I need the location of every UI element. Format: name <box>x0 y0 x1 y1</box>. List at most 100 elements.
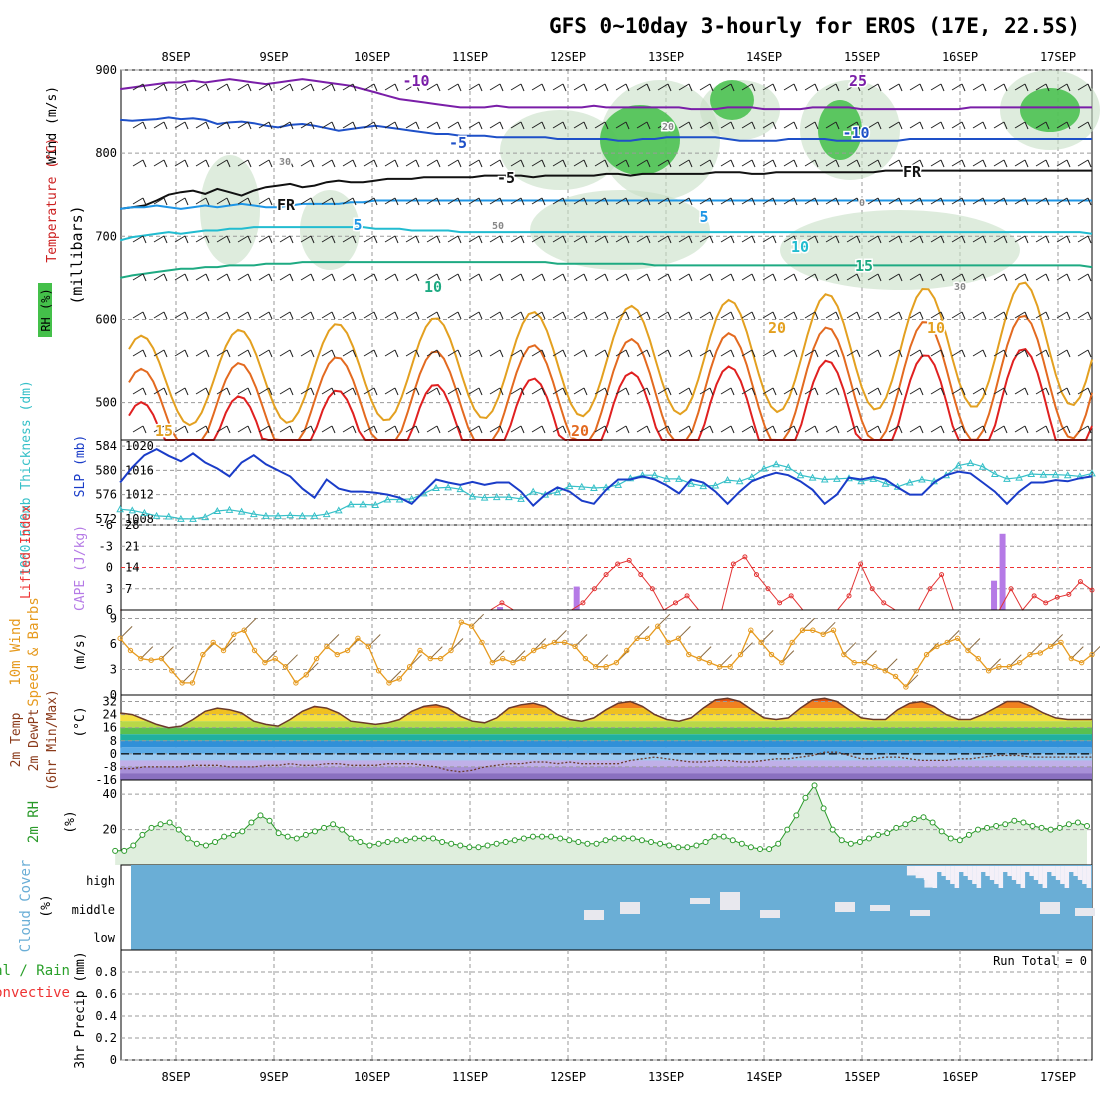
wind-barb-flag <box>1045 121 1050 130</box>
rh-shade <box>530 190 710 270</box>
wind-barb-flag <box>562 349 567 358</box>
wind-barb-flag <box>919 425 924 434</box>
wind-barb <box>720 311 732 319</box>
wind-barb <box>447 387 459 395</box>
wind-barb-flag <box>226 121 231 130</box>
wind-barb <box>363 121 375 129</box>
wind-barb <box>279 235 291 243</box>
wind-barb-flag <box>625 235 630 244</box>
wind-barb <box>1077 159 1089 167</box>
rh-point <box>284 833 291 840</box>
isotherm-label: 10 <box>791 238 809 256</box>
wind-barb <box>804 235 816 243</box>
wind-barb <box>699 235 711 243</box>
wind-barb <box>951 235 963 243</box>
wind-barb-flag <box>478 349 483 358</box>
thickness-point <box>1015 473 1023 481</box>
rh-point <box>484 842 491 849</box>
wind-speed-point <box>996 664 1002 670</box>
wind-barb-flag <box>436 387 441 396</box>
wind-barb-flag <box>184 159 189 168</box>
wind-barb <box>426 387 438 395</box>
date-label: 12SEP <box>550 50 586 64</box>
wind-speed-point <box>406 664 413 670</box>
cloud-high-cell <box>928 866 933 884</box>
wind-barb-flag <box>982 273 987 282</box>
cloud-mid-cell <box>870 905 890 911</box>
wind-barb <box>195 235 207 243</box>
wind-barb <box>342 121 354 129</box>
wind-barb <box>195 121 207 129</box>
cloud-high-cell <box>976 866 982 888</box>
rh-point <box>257 812 264 819</box>
rh-point <box>911 815 918 822</box>
wind-barb <box>1056 197 1068 205</box>
wind-barb-flag <box>646 197 651 206</box>
wind-barb <box>531 311 543 319</box>
wind-speed-point <box>686 651 692 658</box>
rh-point <box>357 838 364 845</box>
wind-barb-flag <box>331 235 336 244</box>
wind-barb <box>1029 642 1043 655</box>
li-point <box>846 593 852 599</box>
wind-barb <box>720 83 732 91</box>
rh-point <box>393 837 400 844</box>
wind-barb-flag <box>226 159 231 168</box>
wind-barb <box>489 197 501 205</box>
wind-barb <box>699 121 711 129</box>
wind-barb <box>867 159 879 167</box>
wind-barb-flag <box>226 387 231 396</box>
rh-point <box>293 835 300 842</box>
rh-point <box>212 838 219 845</box>
wind-barb-flag <box>247 197 252 206</box>
rh-point <box>193 840 200 847</box>
wind-barb-flag <box>709 235 714 244</box>
wind-barb <box>993 387 1005 395</box>
wind-barb <box>1077 387 1089 395</box>
wind-barb-flag <box>163 235 168 244</box>
rh-point <box>784 826 791 833</box>
wind-barb-flag <box>1003 311 1008 320</box>
wind-barb <box>951 349 963 357</box>
rh-point <box>529 833 536 840</box>
precip-tick-label: 0.2 <box>95 1031 117 1045</box>
wind-barb <box>846 273 858 281</box>
cloud-mid-cell <box>584 910 604 920</box>
wind-barb-flag <box>310 387 315 396</box>
wind-barb <box>594 83 606 91</box>
wind-barb <box>972 349 984 357</box>
thickness-point <box>820 475 829 483</box>
wind-barb <box>657 613 671 627</box>
wind-barb <box>174 349 186 357</box>
wind-barb-flag <box>247 425 252 434</box>
wind-barb-flag <box>898 273 903 282</box>
wind-barb-flag <box>289 425 294 434</box>
wind-speed-point <box>1047 643 1054 650</box>
wind-barb-flag <box>646 349 651 358</box>
wind-barb-flag <box>499 425 504 434</box>
wind-barb-flag <box>1066 83 1071 92</box>
wind-barb <box>237 83 249 91</box>
cloud-high-cell <box>1051 866 1056 876</box>
wind-barb-flag <box>709 387 714 396</box>
wind-barb <box>951 425 963 433</box>
wind-barb-flag <box>1003 387 1008 396</box>
thickness-point <box>1063 471 1072 479</box>
wind-barb-flag <box>1087 425 1092 434</box>
rh-point <box>384 838 391 845</box>
li-tick-label: 6 <box>106 603 113 617</box>
thickness-point <box>177 514 185 522</box>
wind-barb <box>678 625 691 639</box>
cloud-mid-cell <box>1075 908 1095 916</box>
wind-barb-flag <box>268 235 273 244</box>
wind-speed-point <box>179 680 185 686</box>
rh-shade <box>780 210 1020 290</box>
wind-barb-flag <box>814 159 819 168</box>
wind-barb-flag <box>415 235 420 244</box>
temp-band <box>120 727 1092 735</box>
wind-axis-label-1: 10m Wind <box>8 618 24 685</box>
wind-speed-point <box>437 655 444 662</box>
thickness-point <box>432 483 440 491</box>
